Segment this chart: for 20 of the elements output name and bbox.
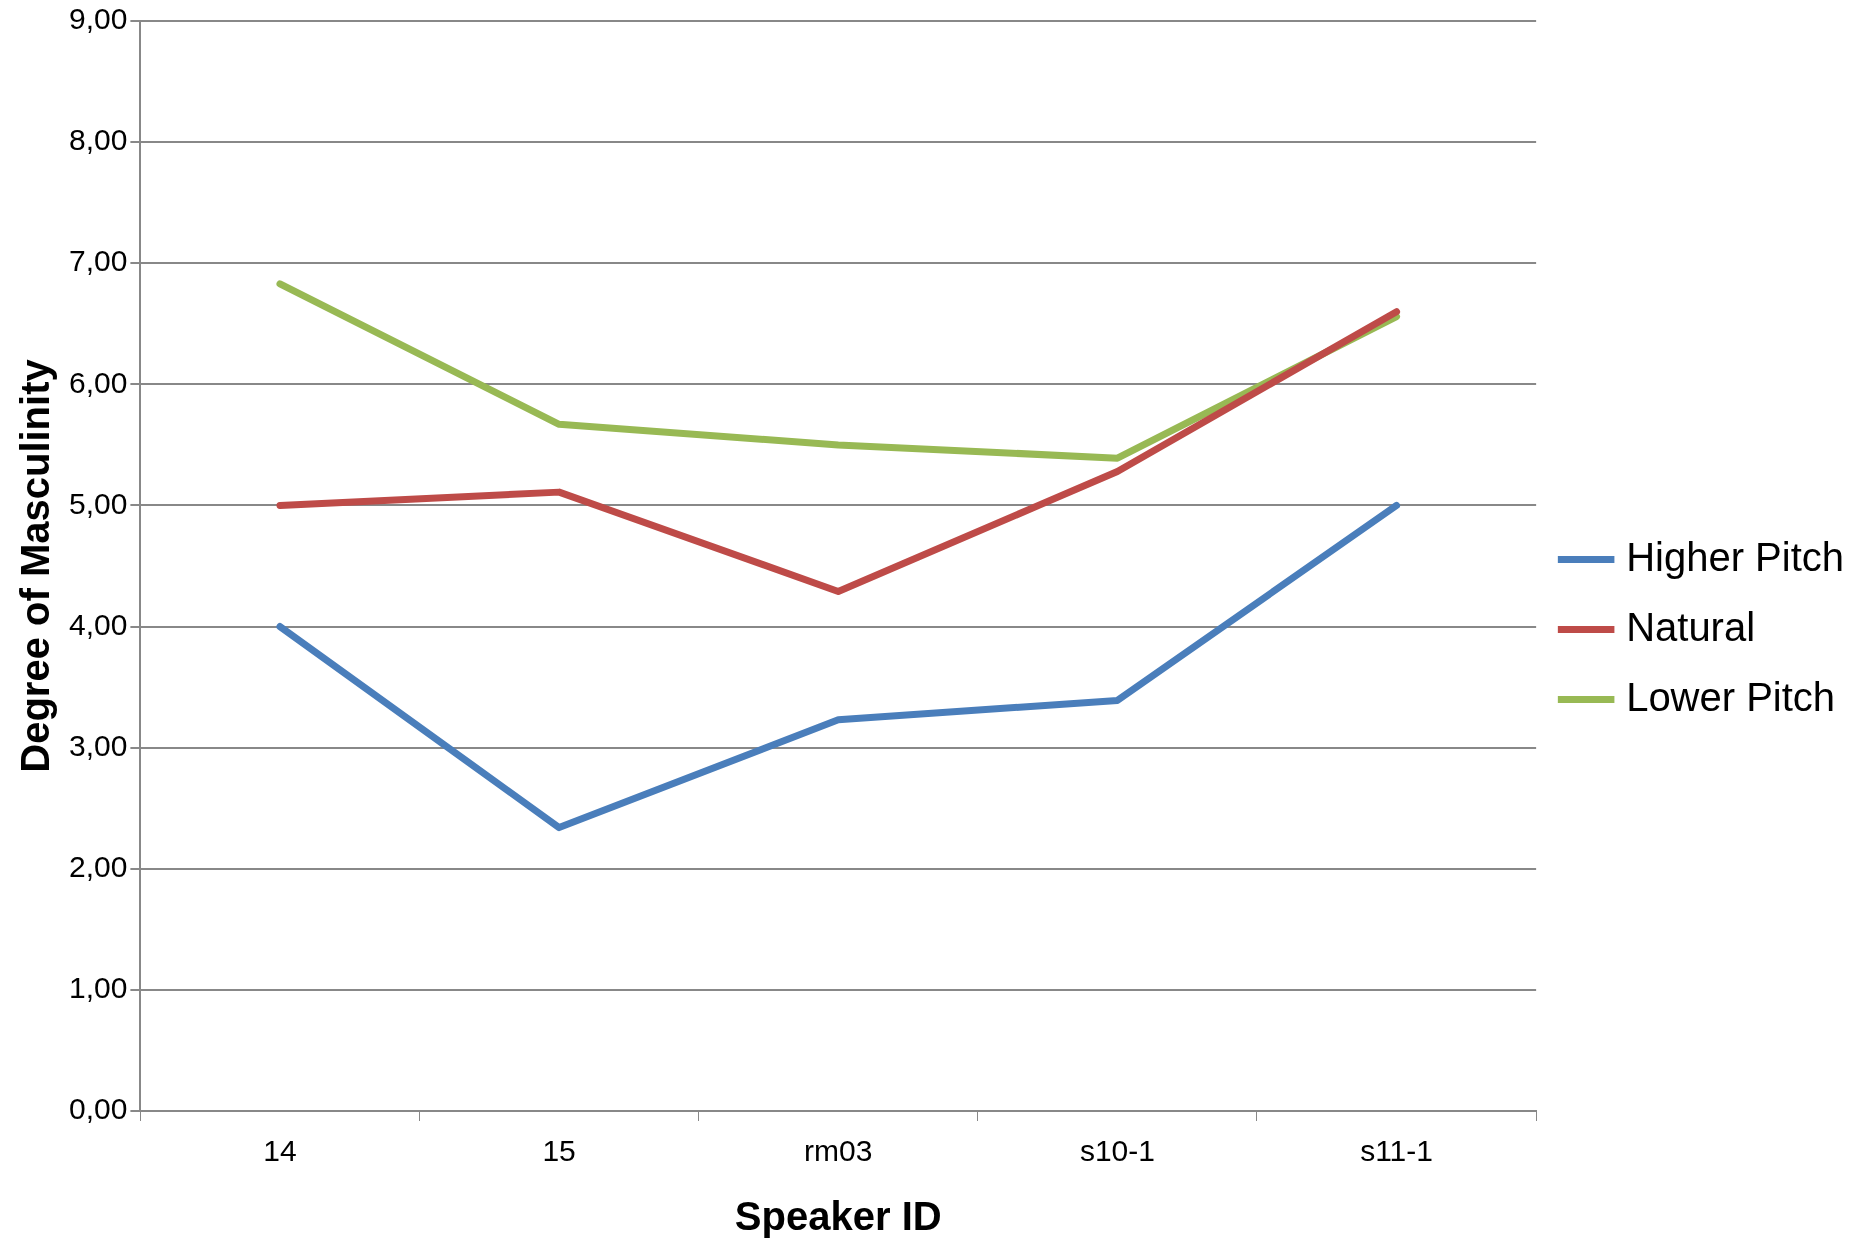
y-tick-label: 2,00: [69, 850, 128, 884]
y-axis-title: Degree of Masculinity: [13, 358, 58, 773]
y-tick-label: 9,00: [69, 2, 128, 36]
x-axis-title: Speaker ID: [734, 1194, 942, 1239]
y-tick-label: 6,00: [69, 365, 128, 399]
y-tick-label: 4,00: [69, 607, 128, 641]
y-tick-label: 3,00: [69, 728, 128, 762]
x-tick-label: rm03: [804, 1134, 873, 1168]
legend-label: Lower Pitch: [1626, 674, 1836, 719]
x-tick-label: s10-1: [1079, 1134, 1155, 1168]
x-tick-label: 15: [542, 1134, 576, 1168]
y-tick-label: 8,00: [69, 123, 128, 157]
y-tick-label: 1,00: [69, 971, 128, 1005]
x-tick-label: s11-1: [1360, 1134, 1433, 1168]
legend-label: Natural: [1626, 604, 1756, 649]
legend-label: Higher Pitch: [1626, 534, 1844, 579]
y-tick-label: 0,00: [69, 1092, 128, 1126]
y-tick-label: 7,00: [69, 244, 128, 278]
x-tick-label: 14: [263, 1134, 297, 1168]
y-tick-label: 5,00: [69, 486, 128, 520]
